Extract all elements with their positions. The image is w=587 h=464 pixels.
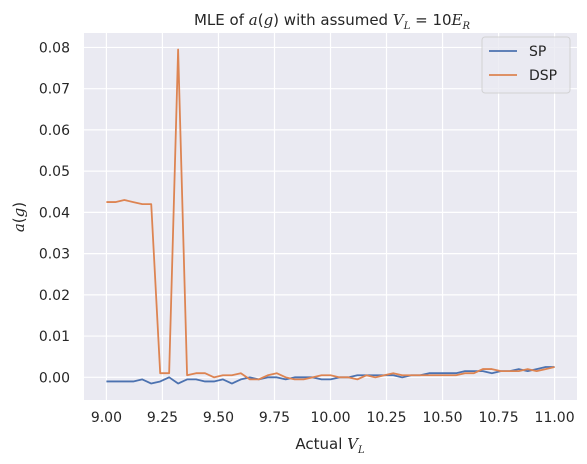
legend: SP DSP: [481, 36, 571, 94]
x-tick-label: 10.25: [366, 410, 406, 426]
y-tick-label: 0.07: [39, 82, 70, 98]
x-tick-label: 10.50: [422, 410, 462, 426]
x-tick-label: 9.00: [91, 410, 122, 426]
x-tick-label: 10.00: [310, 410, 350, 426]
legend-label-sp: SP: [529, 44, 546, 60]
x-tick-label: 10.75: [479, 410, 519, 426]
grid: [84, 33, 577, 400]
y-tick-label: 0.08: [39, 40, 70, 56]
y-tick-label: 0.06: [39, 123, 70, 139]
y-tick-label: 0.02: [39, 288, 70, 304]
y-tick-label: 0.00: [39, 370, 70, 386]
y-tick-label: 0.04: [39, 205, 70, 221]
x-axis-title: Actual VL: [295, 435, 365, 456]
chart-title: MLE of a(g) with assumed VL = 10ER: [194, 11, 471, 32]
y-tick-label: 0.01: [39, 329, 70, 345]
series-line-dsp: [106, 48, 555, 381]
legend-box: [481, 36, 571, 94]
series-layer: [106, 48, 555, 385]
x-axis-ticks: 9.00 9.25 9.50 9.75 10.00 10.25 10.50 10.75 11.0…: [91, 410, 575, 426]
x-tick-label: 9.75: [259, 410, 290, 426]
y-axis-title: a(g): [10, 202, 28, 232]
x-tick-label: 11.00: [535, 410, 575, 426]
y-tick-label: 0.05: [39, 164, 70, 180]
legend-label-dsp: DSP: [529, 68, 557, 84]
y-axis-ticks: 0.00 0.01 0.02 0.03 0.04 0.05 0.06 0.07 0.08: [39, 40, 70, 386]
y-tick-label: 0.03: [39, 247, 70, 263]
x-tick-label: 9.50: [203, 410, 234, 426]
x-tick-label: 9.25: [147, 410, 178, 426]
